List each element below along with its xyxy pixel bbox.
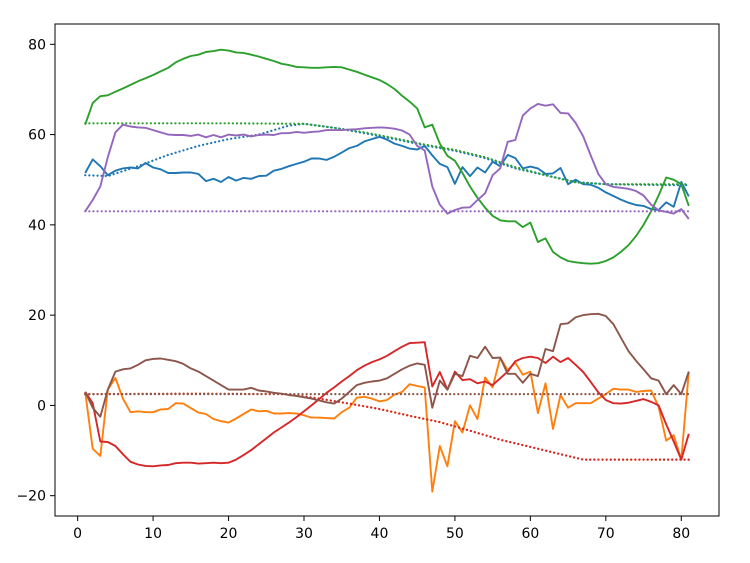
series-line-2-solid xyxy=(84,356,690,493)
x-tick-label: 0 xyxy=(73,526,82,542)
series-line-8-solid xyxy=(84,102,690,220)
series-line-7-dotted xyxy=(84,392,690,461)
plot-background xyxy=(55,24,719,516)
y-tick-label: −20 xyxy=(16,489,46,505)
series-line-6-solid xyxy=(84,341,690,468)
x-tick-label: 20 xyxy=(220,526,238,542)
y-axis: −20 0 20 40 60 80 xyxy=(16,37,55,505)
x-tick-label: 40 xyxy=(371,526,389,542)
plot-frame xyxy=(54,23,720,517)
x-tick-label: 30 xyxy=(295,526,313,542)
y-tick-label: 60 xyxy=(28,128,46,144)
series-line-4-solid xyxy=(84,48,690,265)
y-tick-label: 40 xyxy=(28,218,46,234)
y-tick-label: 0 xyxy=(37,398,46,414)
series-line-10-solid xyxy=(84,312,690,418)
y-tick-label: 20 xyxy=(28,308,46,324)
x-tick-label: 80 xyxy=(672,526,690,542)
series-line-0-solid xyxy=(84,135,690,211)
series-line-5-dotted xyxy=(84,122,690,186)
x-tick-label: 50 xyxy=(446,526,464,542)
series-layer xyxy=(84,48,690,493)
x-tick-label: 70 xyxy=(597,526,615,542)
x-tick-label: 60 xyxy=(521,526,539,542)
x-tick-label: 10 xyxy=(144,526,162,542)
y-tick-label: 80 xyxy=(28,37,46,53)
x-axis: 0 10 20 30 40 50 60 70 80 xyxy=(73,516,690,542)
